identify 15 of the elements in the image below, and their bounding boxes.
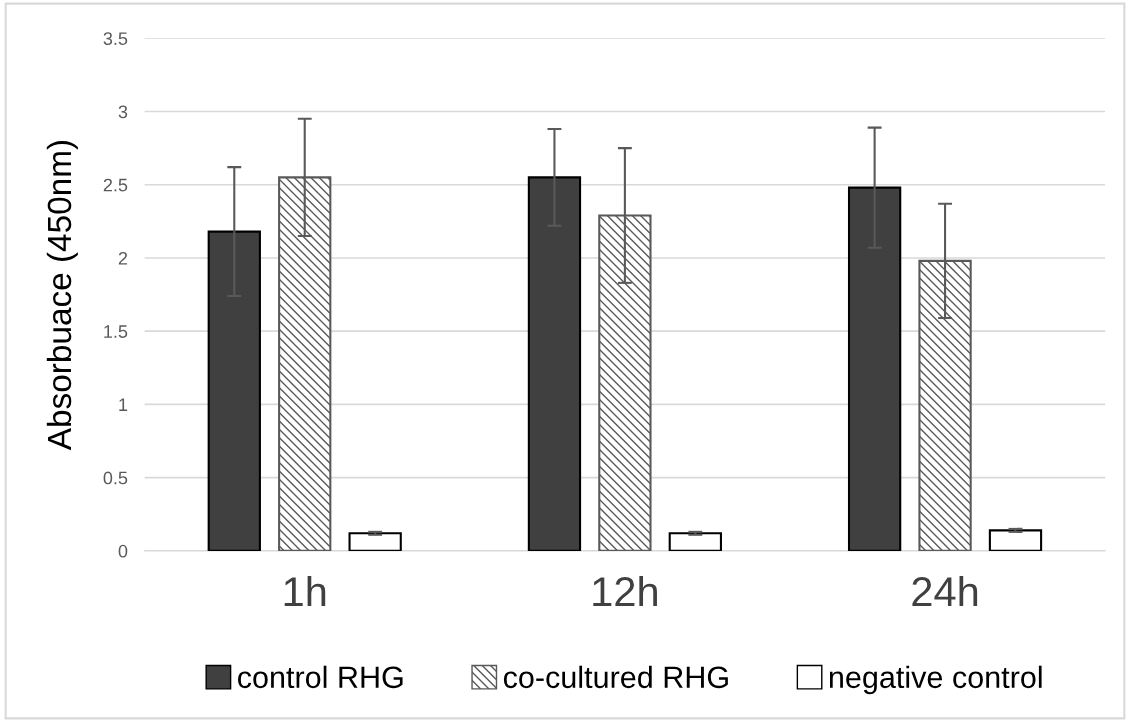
y-tick-label: 3.5 (103, 32, 128, 45)
y-tick-label: 0 (118, 544, 128, 558)
legend-label: negative control (829, 665, 1042, 695)
y-tick-label: 2 (118, 251, 128, 265)
y-tick-label: 3 (118, 105, 128, 119)
y-axis-title: Absorbuace (450nm) (46, 140, 78, 451)
y-tick-label: 1 (119, 398, 128, 411)
x-tick-label: 12h (593, 575, 657, 607)
y-tick-label: 0.5 (103, 471, 128, 485)
x-tick-label: 24h (912, 575, 978, 607)
x-tick-label: 1h (284, 575, 326, 607)
y-tick-label: 2.5 (103, 178, 128, 192)
legend-label: control RHG (238, 665, 403, 689)
y-tick-label: 1.5 (104, 325, 128, 338)
legend-label: co-cultured RHG (503, 665, 728, 689)
